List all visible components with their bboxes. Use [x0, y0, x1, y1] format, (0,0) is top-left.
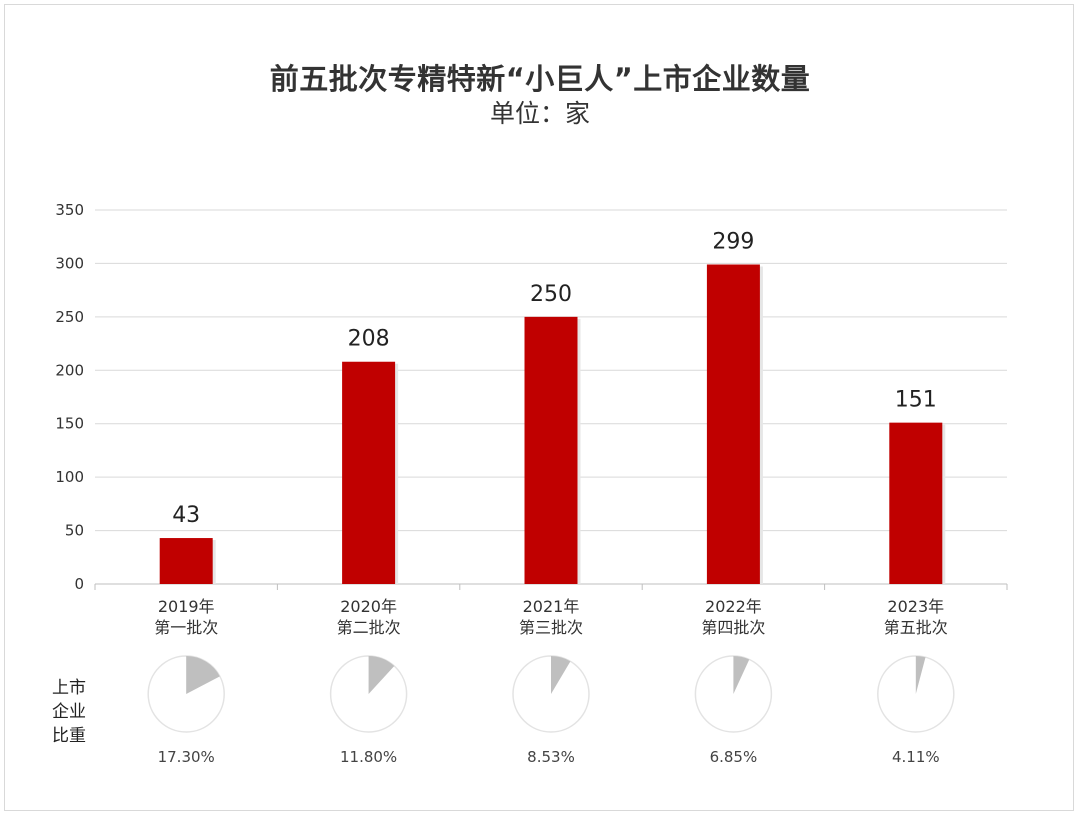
x-tick-label: 2022年	[705, 597, 762, 616]
bar	[524, 316, 578, 584]
x-tick-label: 2020年	[340, 597, 397, 616]
y-tick-label: 350	[55, 201, 84, 219]
data-label: 299	[712, 229, 754, 254]
pie-slice	[733, 655, 750, 694]
x-tick-label: 第一批次	[154, 618, 218, 637]
bar	[159, 538, 213, 584]
pie-side-label-line: 企业	[52, 702, 86, 722]
pie-value-label: 4.11%	[892, 748, 940, 766]
data-label: 250	[530, 282, 572, 307]
x-tick-label: 第三批次	[519, 618, 583, 637]
bar	[342, 361, 396, 584]
y-tick-label: 250	[55, 308, 84, 326]
x-tick-label: 第五批次	[884, 618, 948, 637]
pie-slice	[186, 656, 220, 694]
chart-subtitle: 单位：家	[489, 99, 590, 128]
pie-slice	[551, 656, 571, 694]
pie-value-label: 8.53%	[527, 748, 575, 766]
pie-side-label: 上市 企业 比重	[48, 676, 90, 748]
y-tick-label: 150	[55, 415, 84, 433]
bar	[889, 422, 943, 584]
data-label: 43	[172, 503, 200, 528]
pie-value-label: 11.80%	[340, 748, 397, 766]
y-tick-label: 100	[55, 468, 84, 486]
x-tick-label: 2019年	[158, 597, 215, 616]
data-label: 151	[895, 388, 937, 413]
x-tick-label: 第二批次	[337, 618, 401, 637]
x-tick-label: 2021年	[523, 597, 580, 616]
pie-side-label-line: 上市	[52, 678, 86, 698]
y-tick-label: 300	[55, 254, 84, 272]
bar	[706, 264, 760, 584]
x-tick-label: 2023年	[887, 597, 944, 616]
pie-slice	[915, 656, 926, 694]
y-tick-label: 50	[65, 522, 84, 540]
y-tick-label: 0	[74, 575, 84, 593]
chart-title: 前五批次专精特新“小巨人”上市企业数量	[269, 62, 811, 96]
pie-value-label: 6.85%	[710, 748, 758, 766]
x-tick-label: 第四批次	[701, 618, 765, 637]
y-tick-label: 200	[55, 361, 84, 379]
pie-slice	[368, 656, 395, 694]
pie-side-label-line: 比重	[52, 726, 86, 746]
data-label: 208	[348, 327, 390, 352]
pie-value-label: 17.30%	[158, 748, 215, 766]
